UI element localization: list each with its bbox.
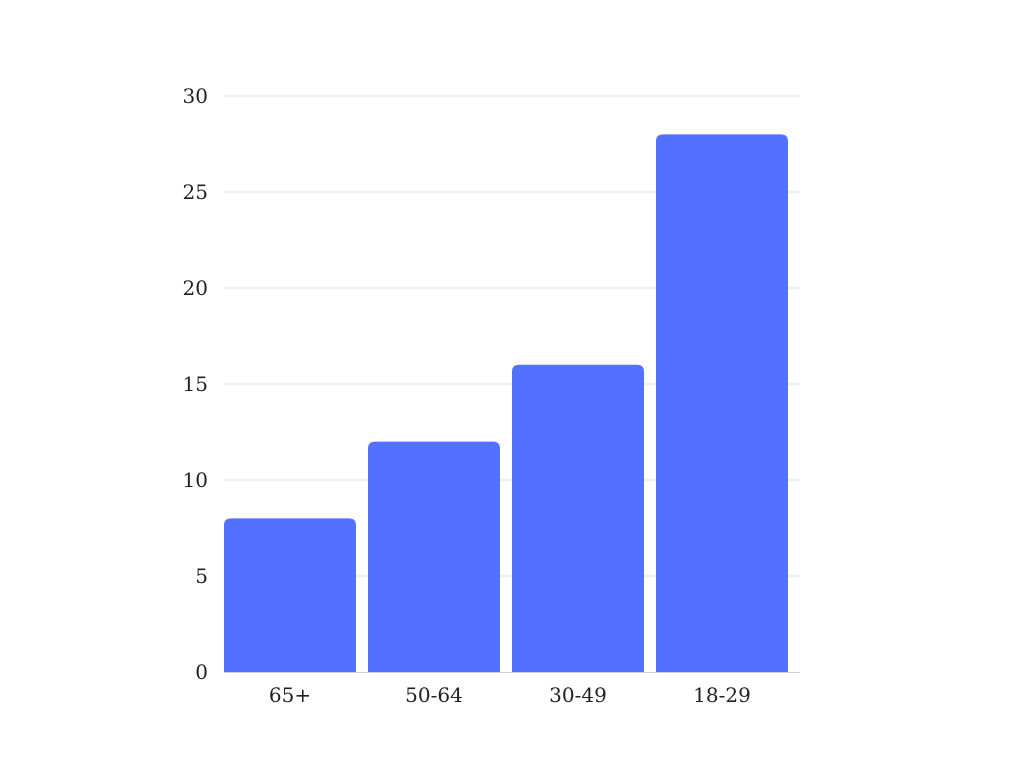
y-tick-label: 10 xyxy=(183,468,208,492)
y-axis-ticks: 0 5 10 15 20 25 30 xyxy=(183,84,208,684)
y-tick-label: 30 xyxy=(183,84,208,108)
x-tick-label: 30-49 xyxy=(549,683,607,707)
x-axis-ticks: 65+ 50-64 30-49 18-29 xyxy=(269,683,751,707)
bar-30-49 xyxy=(512,364,644,672)
y-tick-label: 20 xyxy=(183,276,208,300)
x-tick-label: 18-29 xyxy=(693,683,751,707)
y-tick-label: 0 xyxy=(195,660,208,684)
bar-65+ xyxy=(224,518,356,672)
x-tick-label: 50-64 xyxy=(405,683,463,707)
y-tick-label: 5 xyxy=(195,564,208,588)
bar-18-29 xyxy=(656,134,788,672)
bar-50-64 xyxy=(368,441,500,672)
y-tick-label: 15 xyxy=(183,372,208,396)
bars xyxy=(224,134,788,672)
x-tick-label: 65+ xyxy=(269,683,311,707)
y-tick-label: 25 xyxy=(183,180,208,204)
